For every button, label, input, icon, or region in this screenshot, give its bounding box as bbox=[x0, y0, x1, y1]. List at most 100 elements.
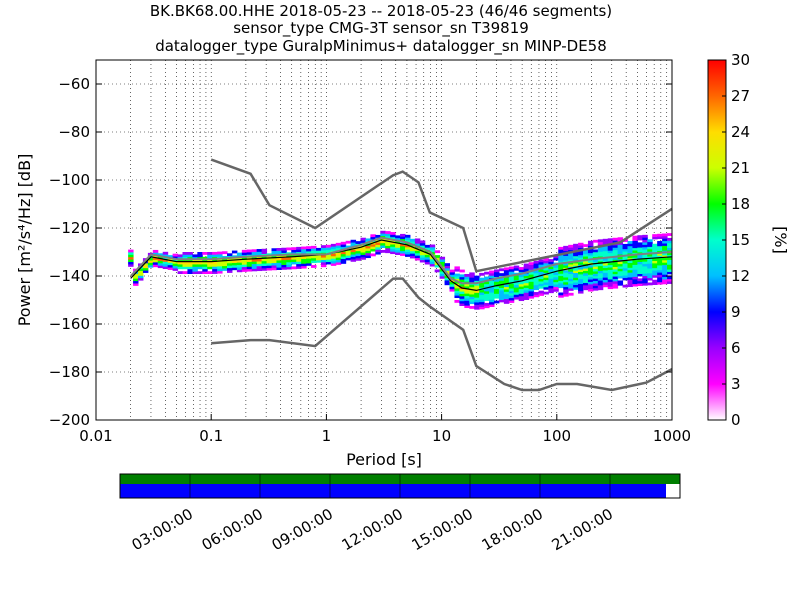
time-tick-label: 12:00:00 bbox=[339, 505, 406, 554]
psd-bin bbox=[578, 288, 584, 292]
psd-bin bbox=[355, 257, 362, 261]
psd-bin bbox=[345, 252, 352, 256]
psd-bin bbox=[390, 241, 396, 245]
psd-bin bbox=[548, 278, 554, 282]
psd-bin bbox=[583, 284, 589, 288]
psd-bin bbox=[162, 263, 169, 267]
psd-bin bbox=[217, 265, 223, 269]
axis-ticks: 0.01 0.1 1 10 100 1000 −60 −80 −100 −120 −140 −160 −… bbox=[49, 75, 691, 445]
psd-bin bbox=[128, 249, 134, 253]
psd-bin bbox=[167, 264, 174, 268]
psd-bin bbox=[642, 275, 648, 279]
psd-bin bbox=[518, 276, 525, 280]
psd-bin bbox=[400, 243, 406, 247]
psd-bin bbox=[256, 251, 263, 255]
psd-bin bbox=[533, 260, 540, 264]
psd-bin bbox=[296, 263, 302, 267]
psd-bin bbox=[587, 283, 594, 287]
psd-bin bbox=[350, 254, 357, 257]
psd-bin bbox=[558, 258, 564, 262]
psd-bin bbox=[592, 271, 599, 274]
psd-bin bbox=[306, 260, 312, 264]
psd-bin bbox=[647, 258, 653, 262]
psd-bin bbox=[662, 262, 668, 266]
psd-bin bbox=[662, 238, 668, 242]
psd-bin bbox=[340, 253, 347, 257]
psd-bin bbox=[543, 286, 549, 290]
psd-bin bbox=[607, 286, 614, 290]
psd-bin bbox=[182, 259, 188, 262]
psd-bin bbox=[286, 266, 292, 270]
psd-bin bbox=[187, 264, 193, 267]
psd-bin bbox=[444, 270, 451, 274]
psd-bin bbox=[325, 254, 332, 258]
psd-bin bbox=[212, 259, 218, 262]
psd-bin bbox=[355, 255, 362, 259]
psd-bin bbox=[632, 281, 638, 285]
psd-bin bbox=[192, 261, 198, 265]
psd-bin bbox=[503, 301, 510, 304]
psd-bin bbox=[192, 268, 198, 272]
psd-bin bbox=[558, 249, 564, 253]
psd-bin bbox=[597, 241, 604, 245]
psd-bin bbox=[657, 277, 663, 280]
psd-bin bbox=[627, 267, 633, 271]
psd-bin bbox=[508, 266, 515, 270]
psd-bin bbox=[494, 274, 500, 278]
psd-bin bbox=[405, 239, 411, 243]
psd-bin bbox=[454, 285, 460, 289]
psd-bin bbox=[647, 263, 653, 267]
psd-bin bbox=[583, 272, 589, 276]
psd-bin bbox=[197, 252, 203, 255]
colorbar-label: [%] bbox=[771, 226, 790, 254]
psd-bin bbox=[241, 252, 248, 256]
psd-bin bbox=[642, 246, 648, 250]
colorbar-tick-label: 0 bbox=[731, 411, 741, 429]
psd-bin bbox=[296, 249, 302, 253]
psd-bin bbox=[162, 259, 169, 262]
psd-bin bbox=[325, 249, 332, 253]
psd-bin bbox=[301, 258, 307, 262]
psd-bin bbox=[405, 237, 411, 241]
psd-bin bbox=[197, 254, 203, 258]
psd-bin bbox=[602, 270, 609, 273]
psd-bin bbox=[469, 301, 475, 305]
psd-bin bbox=[513, 275, 520, 278]
psd-bin bbox=[444, 277, 451, 281]
psd-bin bbox=[489, 275, 495, 279]
psd-bin bbox=[405, 251, 411, 255]
psd-bin bbox=[489, 296, 495, 300]
psd-bin bbox=[538, 264, 544, 268]
psd-bin bbox=[385, 247, 391, 251]
psd-bin bbox=[627, 262, 633, 266]
psd-bin bbox=[528, 286, 535, 290]
psd-bin bbox=[592, 285, 599, 289]
psd-bin bbox=[568, 285, 574, 289]
psd-bin bbox=[276, 264, 282, 268]
psd-bin bbox=[152, 249, 159, 253]
psd-bin bbox=[306, 255, 312, 259]
psd-bin bbox=[498, 285, 505, 288]
psd-bin bbox=[281, 266, 287, 270]
psd-bin bbox=[395, 237, 401, 241]
psd-bin bbox=[662, 279, 668, 282]
psd-bin bbox=[667, 247, 673, 251]
psd-bin bbox=[207, 271, 213, 274]
y-tick-label: −100 bbox=[49, 171, 90, 189]
psd-bin bbox=[449, 286, 455, 290]
psd-bin bbox=[597, 265, 604, 269]
psd-bin bbox=[657, 265, 663, 268]
psd-bin bbox=[246, 249, 253, 253]
psd-bin bbox=[508, 276, 515, 279]
psd-bin bbox=[434, 257, 441, 261]
time-tick-label: 15:00:00 bbox=[409, 505, 476, 554]
psd-bin bbox=[632, 254, 638, 258]
psd-bin bbox=[479, 294, 485, 298]
psd-bin bbox=[553, 255, 559, 259]
psd-bin bbox=[390, 244, 396, 247]
psd-bin bbox=[647, 253, 653, 257]
psd-bin bbox=[350, 256, 357, 260]
psd-bin bbox=[187, 261, 193, 265]
psd-bin bbox=[647, 256, 653, 259]
psd-bin bbox=[617, 261, 624, 265]
